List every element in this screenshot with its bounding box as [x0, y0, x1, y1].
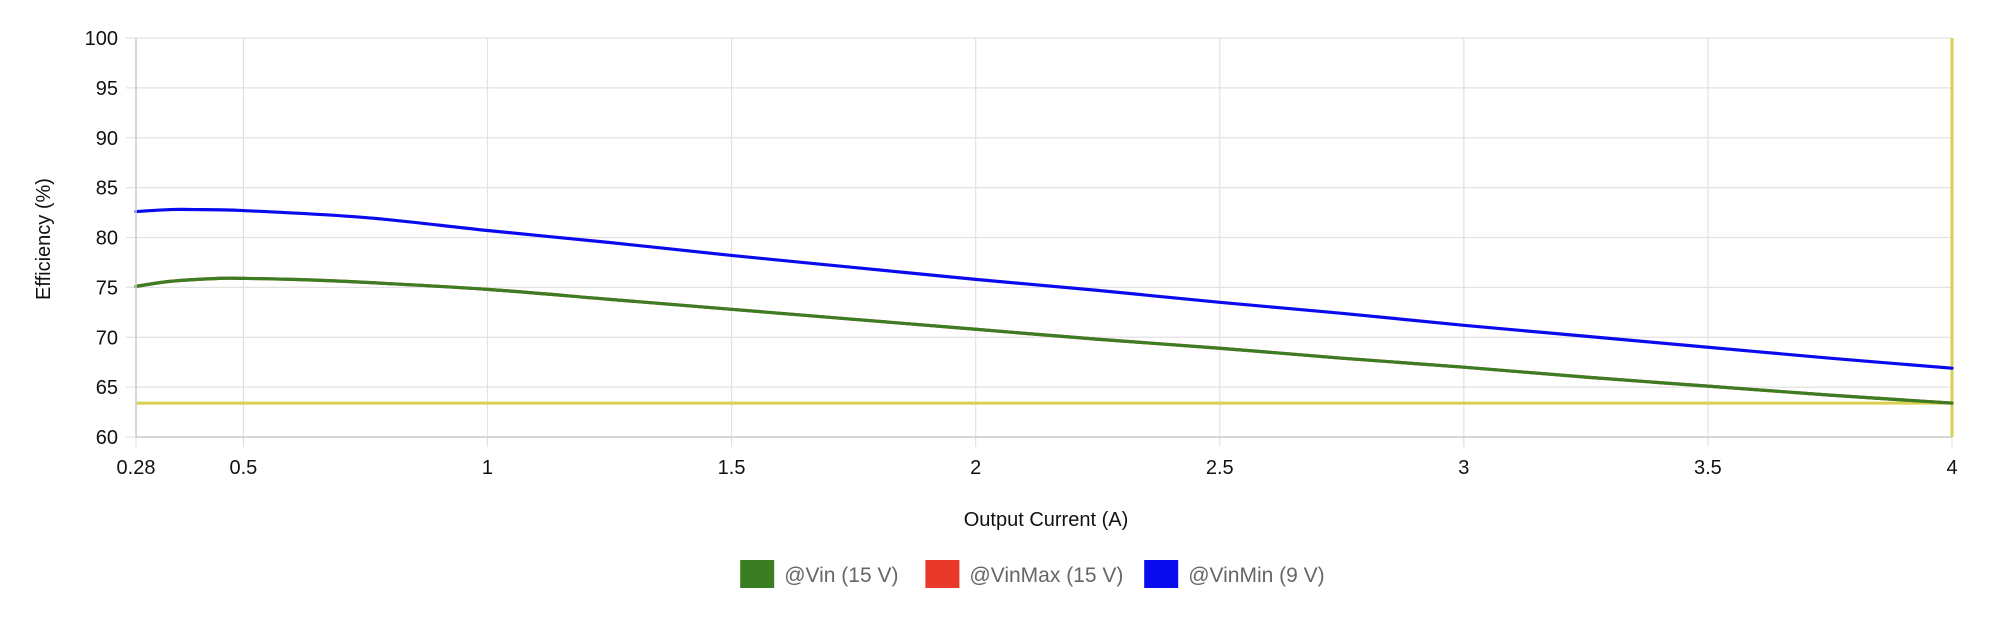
y-tick-label: 85: [96, 178, 118, 200]
grid-layer: [126, 37, 1953, 447]
series-layer: [134, 207, 1954, 405]
y-tick-label: 70: [96, 327, 118, 349]
legend-item[interactable]: @Vin (15 V): [740, 560, 899, 588]
y-tick-label: 65: [96, 377, 118, 399]
legend-swatch: [925, 560, 960, 588]
legend-swatch: [740, 560, 775, 588]
legend: @Vin (15 V) @VinMax (15 V) @VinMin (9 V): [740, 560, 1325, 588]
x-tick-label: 1: [482, 457, 493, 479]
legend-label: @VinMin (9 V): [1188, 564, 1324, 587]
reference-lines: [136, 38, 1954, 437]
y-tick-label: 80: [96, 228, 118, 250]
x-tick-label: 0.5: [229, 457, 257, 479]
legend-label: @VinMax (15 V): [969, 564, 1123, 587]
x-tick-label: 2: [970, 457, 981, 479]
y-axis-title: Efficiency (%): [33, 178, 55, 300]
x-tick-label: 1.5: [718, 457, 746, 479]
y-tick-label: 100: [85, 28, 118, 50]
x-axis-title: Output Current (A): [964, 509, 1129, 531]
x-tick-label: 3.5: [1694, 457, 1722, 479]
series-line-vin-15-v: [134, 276, 1954, 405]
x-tick-label: 3: [1458, 457, 1469, 479]
legend-label: @Vin (15 V): [784, 564, 898, 587]
x-tick-label: 0.28: [117, 457, 156, 479]
x-tick-label: 2.5: [1206, 457, 1234, 479]
y-tick-label: 75: [96, 277, 118, 299]
legend-item[interactable]: @VinMax (15 V): [925, 560, 1123, 588]
legend-swatch: [1144, 560, 1179, 588]
axis-layer: 60 65 70 75 80 85 90 95 100 0.28 0.5 1 1.5 2 2.5 3 3.5 4: [85, 28, 1958, 479]
y-tick-label: 60: [96, 427, 118, 449]
y-tick-label: 95: [96, 78, 118, 100]
legend-item[interactable]: @VinMin (9 V): [1144, 560, 1325, 588]
series-line-vinmin-9-v: [134, 207, 1954, 370]
y-tick-label: 90: [96, 128, 118, 150]
x-tick-label: 4: [1946, 457, 1957, 479]
